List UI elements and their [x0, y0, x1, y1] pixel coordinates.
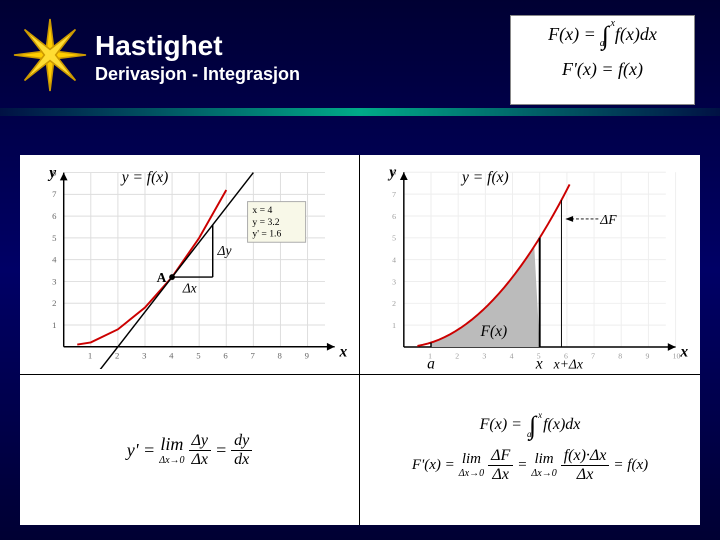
svg-text:6: 6: [392, 212, 396, 221]
chart-derivative: 12345678912345678 x y y = f(x) ΔxΔy A: [20, 155, 360, 375]
chart-integral: 1234567891012345678 x y y = f(x) ΔF F(x): [360, 155, 700, 375]
svg-text:3: 3: [52, 276, 56, 286]
svg-text:3: 3: [142, 350, 146, 360]
svg-text:7: 7: [591, 352, 595, 361]
svg-text:x = 4: x = 4: [252, 205, 272, 216]
svg-text:x: x: [338, 343, 347, 360]
content-area: 1 2 3 4 5 6 7 8 9 1 2 3 4 5 6 7 8 x y y = f(x) Δx Δy A: [20, 155, 700, 525]
svg-text:6: 6: [223, 350, 228, 360]
svg-text:4: 4: [392, 256, 396, 265]
svg-text:5: 5: [52, 233, 56, 243]
svg-text:8: 8: [618, 352, 622, 361]
top-formula-box: F(x) = ∫ x a f(x)dx F'(x) = f(x): [510, 15, 695, 105]
svg-text:y = f(x): y = f(x): [120, 169, 169, 186]
formula-derivative: y' = limΔx→0 ΔyΔx = dydx: [20, 375, 360, 525]
svg-text:4: 4: [510, 352, 514, 361]
svg-text:1: 1: [392, 321, 396, 330]
formula-integral: F(x) = ∫ x a f(x)dx F'(x) = limΔx→0 ΔFΔx…: [360, 375, 700, 525]
svg-text:Δy: Δy: [217, 243, 233, 258]
svg-text:1: 1: [88, 350, 92, 360]
star-icon: [10, 15, 90, 95]
svg-text:9: 9: [646, 352, 650, 361]
svg-text:ΔF: ΔF: [599, 212, 617, 227]
svg-text:F(x): F(x): [480, 323, 508, 340]
svg-text:3: 3: [392, 277, 396, 286]
svg-text:x: x: [535, 355, 543, 369]
svg-text:3: 3: [482, 352, 486, 361]
svg-text:2: 2: [115, 350, 119, 360]
svg-text:2: 2: [52, 298, 56, 308]
svg-text:y = f(x): y = f(x): [460, 169, 509, 186]
svg-text:5: 5: [392, 234, 396, 243]
svg-text:y: y: [47, 164, 56, 181]
svg-text:7: 7: [250, 350, 255, 360]
svg-text:2: 2: [455, 352, 459, 361]
svg-text:1: 1: [52, 320, 56, 330]
svg-text:x+Δx: x+Δx: [553, 356, 583, 369]
svg-text:5: 5: [196, 350, 200, 360]
divider-bar: [0, 108, 720, 116]
svg-text:7: 7: [52, 189, 57, 199]
svg-text:8: 8: [278, 350, 283, 360]
svg-text:6: 6: [52, 211, 57, 221]
svg-text:A: A: [157, 270, 167, 285]
svg-text:a: a: [427, 355, 435, 369]
svg-text:x: x: [679, 344, 688, 361]
svg-text:4: 4: [169, 350, 174, 360]
svg-text:y' = 1.6: y' = 1.6: [252, 228, 281, 239]
svg-text:9: 9: [305, 350, 309, 360]
svg-text:4: 4: [52, 255, 57, 265]
svg-text:Δx: Δx: [182, 281, 197, 296]
svg-text:y: y: [387, 164, 396, 181]
svg-text:y = 3.2: y = 3.2: [252, 217, 279, 228]
svg-text:7: 7: [392, 190, 396, 199]
svg-text:10: 10: [673, 352, 681, 361]
svg-text:2: 2: [392, 299, 396, 308]
